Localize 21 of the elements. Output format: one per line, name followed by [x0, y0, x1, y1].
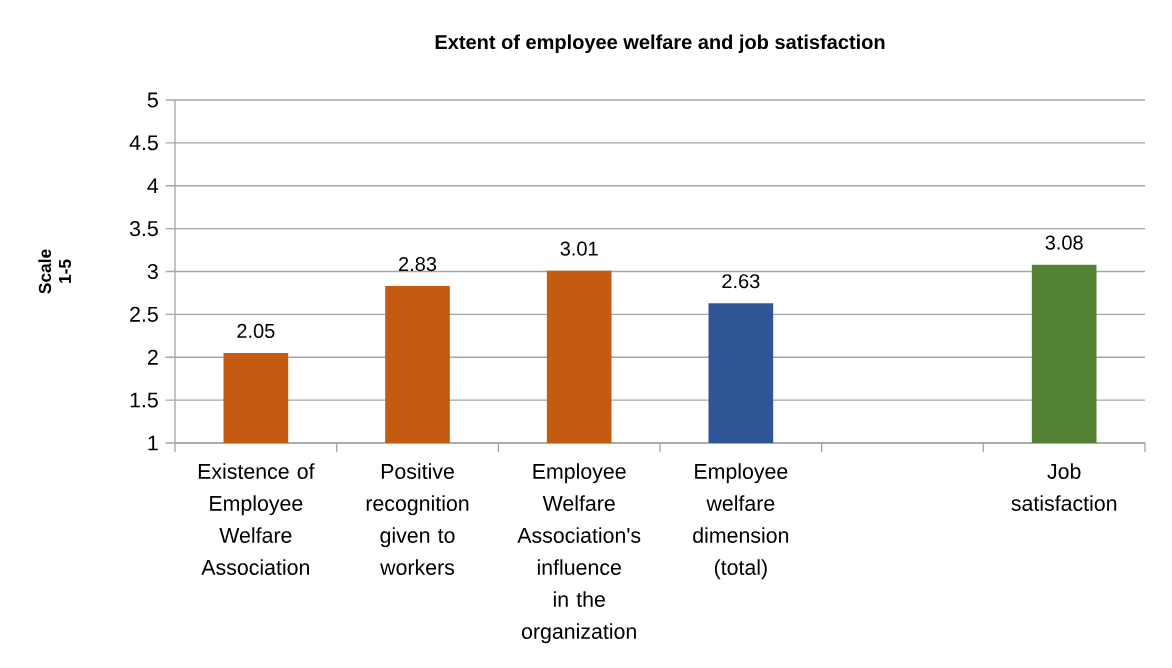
x-tick-label: Positive recognition given to workers [366, 463, 469, 575]
chart-title: Extent of employee welfare and job satisfaction [435, 34, 885, 54]
y-tick-label: 5 [147, 92, 158, 108]
x-tick-label: Employee Welfare Association's influence in the organization [517, 463, 641, 644]
data-label: 3.08 [1045, 235, 1083, 250]
y-tick-label: 4.5 [129, 135, 158, 151]
y-tick-label: 1.5 [130, 392, 158, 408]
x-tick-label: Existence of Employee Welfare Association [198, 463, 315, 575]
y-tick-label: 3.5 [129, 221, 158, 237]
y-tick-label: 3 [147, 263, 158, 280]
y-tick-label: 1 [148, 435, 158, 451]
data-label: 3.01 [560, 241, 598, 256]
data-label: 2.05 [237, 323, 275, 339]
data-label: 2.63 [722, 274, 760, 289]
x-tick-label: Job satisfaction [1011, 463, 1117, 511]
x-tick-label: Employee welfare dimension (total) [693, 463, 789, 580]
y-tick-label: 2 [147, 349, 158, 365]
y-axis-title: Scale 1-5 [38, 249, 72, 294]
data-label: 2.83 [399, 256, 437, 272]
y-tick-label: 4 [147, 178, 159, 194]
y-tick-label: 2.5 [130, 306, 158, 322]
